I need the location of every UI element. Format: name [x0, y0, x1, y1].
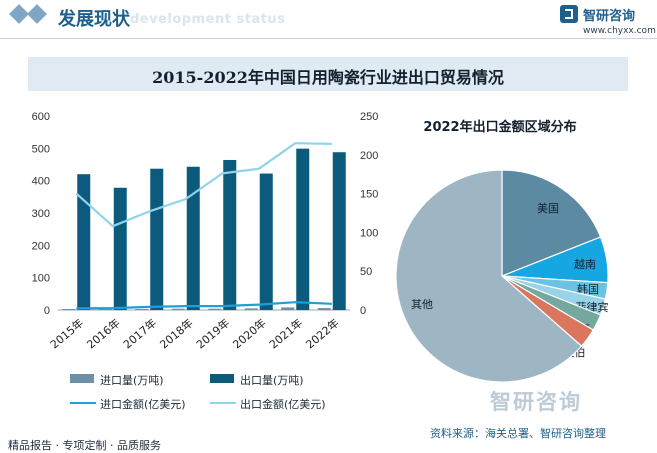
diamond-icon [27, 4, 47, 24]
source-note: 资料来源：海关总署、智研咨询整理 [430, 427, 606, 440]
header-ghost-text: development status [130, 12, 286, 27]
legend-label: 出口量(万吨) [240, 374, 304, 387]
pie-slice [395, 169, 583, 383]
x-tick-label: 2018年 [157, 316, 196, 352]
brand-logo-icon [560, 5, 578, 23]
bar-export-volume [113, 187, 127, 310]
bar-export-volume [259, 173, 273, 310]
pie-slice [501, 169, 602, 277]
x-tick-label: 2022年 [303, 316, 342, 352]
legend-label: 进口金额(亿美元) [100, 398, 186, 411]
line-import-amount [76, 301, 332, 310]
bar-export-volume [150, 168, 164, 310]
bar-import-volume [281, 307, 295, 310]
combo-chart: 01002003004005006000501001502002502015年2… [32, 111, 379, 352]
pie-title: 2022年出口金额区域分布 [423, 120, 577, 135]
diamond-icon [9, 4, 29, 24]
footer-slogan: 精品报告 · 专项定制 · 品质服务 [8, 439, 161, 452]
bar-export-volume [332, 152, 346, 310]
chart-main-title: 2015-2022年中国日用陶瓷行业进出口贸易情况 [152, 68, 504, 87]
bar-import-volume [317, 308, 331, 310]
footer: 精品报告 · 专项定制 · 品质服务 [0, 432, 657, 453]
pie-chart: 美国越南韩国菲律宾马来西亚沙特阿拉伯其他 [395, 169, 609, 383]
title-band: 2015-2022年中国日用陶瓷行业进出口贸易情况 [28, 57, 628, 91]
legend-swatch [70, 402, 96, 404]
y-left-tick-label: 100 [32, 273, 50, 285]
x-tick-label: 2016年 [84, 316, 123, 352]
section-title: 发展现状 [58, 9, 130, 30]
bar-import-volume [171, 308, 185, 310]
y-left-tick-label: 400 [32, 176, 50, 188]
bar-import-volume [62, 309, 76, 310]
y-left-tick-label: 200 [32, 240, 50, 252]
line-export-amount [75, 142, 332, 228]
bar-export-volume [296, 148, 310, 310]
legend-swatch [210, 374, 234, 383]
y-left-tick-label: 600 [32, 111, 50, 123]
pie-slice-label: 美国 [537, 202, 559, 215]
bar-export-volume [77, 174, 91, 310]
pie-slice-label: 越南 [574, 257, 596, 271]
watermark: 智研咨询 [490, 390, 582, 414]
pie-slice-label: 韩国 [577, 282, 599, 296]
x-tick-label: 2019年 [193, 316, 232, 352]
y-right-tick-label: 250 [360, 111, 378, 123]
header: development status 发展现状 智研咨询 www.chyxx.c… [0, 0, 657, 38]
legend-label: 出口金额(亿美元) [240, 398, 326, 411]
x-tick-label: 2021年 [266, 316, 305, 352]
bar-import-volume [135, 309, 149, 310]
bar-import-volume [98, 309, 112, 310]
bar-export-volume [186, 166, 200, 310]
pie-slice-label: 其他 [411, 298, 433, 311]
y-left-tick-label: 0 [44, 305, 50, 317]
y-right-tick-label: 200 [360, 150, 378, 162]
bar-export-volume [223, 159, 237, 310]
header-divider [0, 38, 657, 39]
y-right-tick-label: 150 [360, 189, 378, 201]
bar-import-volume [244, 308, 258, 310]
bar-import-volume [208, 308, 222, 310]
legend-label: 进口量(万吨) [100, 374, 164, 387]
legend-swatch [210, 402, 236, 404]
combo-legend: 进口量(万吨) 出口量(万吨) 进口金额(亿美元) 出口金额(亿美元) [70, 372, 370, 422]
y-left-tick-label: 500 [32, 143, 50, 155]
x-tick-label: 2020年 [230, 316, 269, 352]
x-tick-label: 2017年 [120, 316, 159, 352]
x-tick-label: 2015年 [47, 316, 86, 352]
brand-url: www.chyxx.com [583, 26, 656, 36]
y-left-tick-label: 300 [32, 208, 50, 220]
legend-swatch [70, 374, 94, 383]
y-right-tick-label: 100 [360, 227, 378, 239]
y-right-tick-label: 0 [360, 305, 366, 317]
y-right-tick-label: 50 [360, 266, 372, 278]
brand-name: 智研咨询 [583, 9, 636, 24]
